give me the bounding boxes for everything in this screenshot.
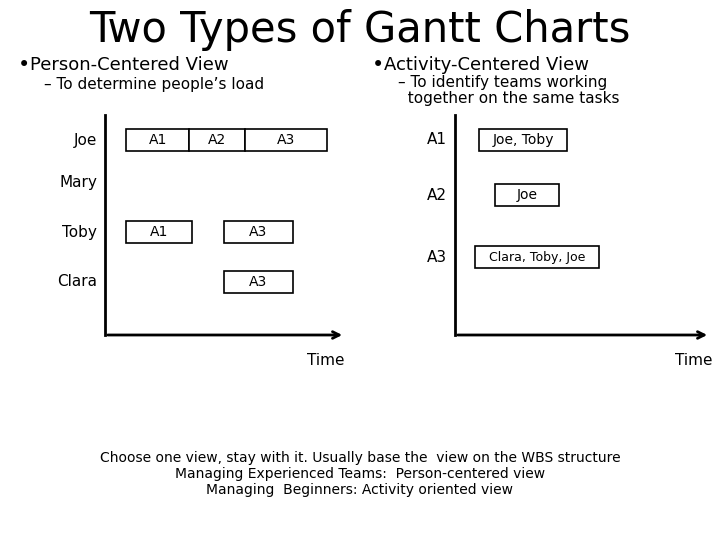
- Text: Two Types of Gantt Charts: Two Types of Gantt Charts: [89, 9, 631, 51]
- FancyBboxPatch shape: [245, 129, 328, 151]
- Text: A1: A1: [149, 133, 167, 147]
- Text: – To determine people’s load: – To determine people’s load: [44, 77, 264, 91]
- Text: •: •: [18, 55, 30, 75]
- Text: A1: A1: [427, 132, 447, 147]
- FancyBboxPatch shape: [127, 129, 189, 151]
- FancyBboxPatch shape: [189, 129, 245, 151]
- Text: Choose one view, stay with it. Usually base the  view on the WBS structure: Choose one view, stay with it. Usually b…: [99, 451, 621, 465]
- Text: together on the same tasks: together on the same tasks: [398, 91, 619, 105]
- Text: Time: Time: [307, 353, 345, 368]
- Text: A3: A3: [427, 249, 447, 265]
- Text: Mary: Mary: [59, 174, 97, 190]
- Text: Joe: Joe: [73, 132, 97, 147]
- Text: A2: A2: [427, 187, 447, 202]
- Text: Activity-Centered View: Activity-Centered View: [384, 56, 589, 74]
- FancyBboxPatch shape: [495, 184, 559, 206]
- Text: A3: A3: [276, 133, 295, 147]
- FancyBboxPatch shape: [224, 221, 293, 243]
- Text: Clara: Clara: [57, 274, 97, 289]
- Text: Managing Experienced Teams:  Person-centered view: Managing Experienced Teams: Person-cente…: [175, 467, 545, 481]
- FancyBboxPatch shape: [224, 271, 293, 293]
- Text: Toby: Toby: [62, 225, 97, 240]
- Text: – To identify teams working: – To identify teams working: [398, 76, 607, 91]
- Text: Managing  Beginners: Activity oriented view: Managing Beginners: Activity oriented vi…: [207, 483, 513, 497]
- Text: •: •: [372, 55, 384, 75]
- Text: Joe, Toby: Joe, Toby: [492, 133, 554, 147]
- Text: A2: A2: [208, 133, 226, 147]
- FancyBboxPatch shape: [479, 129, 567, 151]
- Text: Time: Time: [675, 353, 713, 368]
- Text: A3: A3: [249, 275, 267, 289]
- FancyBboxPatch shape: [475, 246, 599, 268]
- Text: Person-Centered View: Person-Centered View: [30, 56, 229, 74]
- FancyBboxPatch shape: [127, 221, 192, 243]
- Text: Joe: Joe: [516, 188, 538, 202]
- Text: Clara, Toby, Joe: Clara, Toby, Joe: [489, 251, 585, 264]
- Text: A3: A3: [249, 225, 267, 239]
- Text: A1: A1: [150, 225, 168, 239]
